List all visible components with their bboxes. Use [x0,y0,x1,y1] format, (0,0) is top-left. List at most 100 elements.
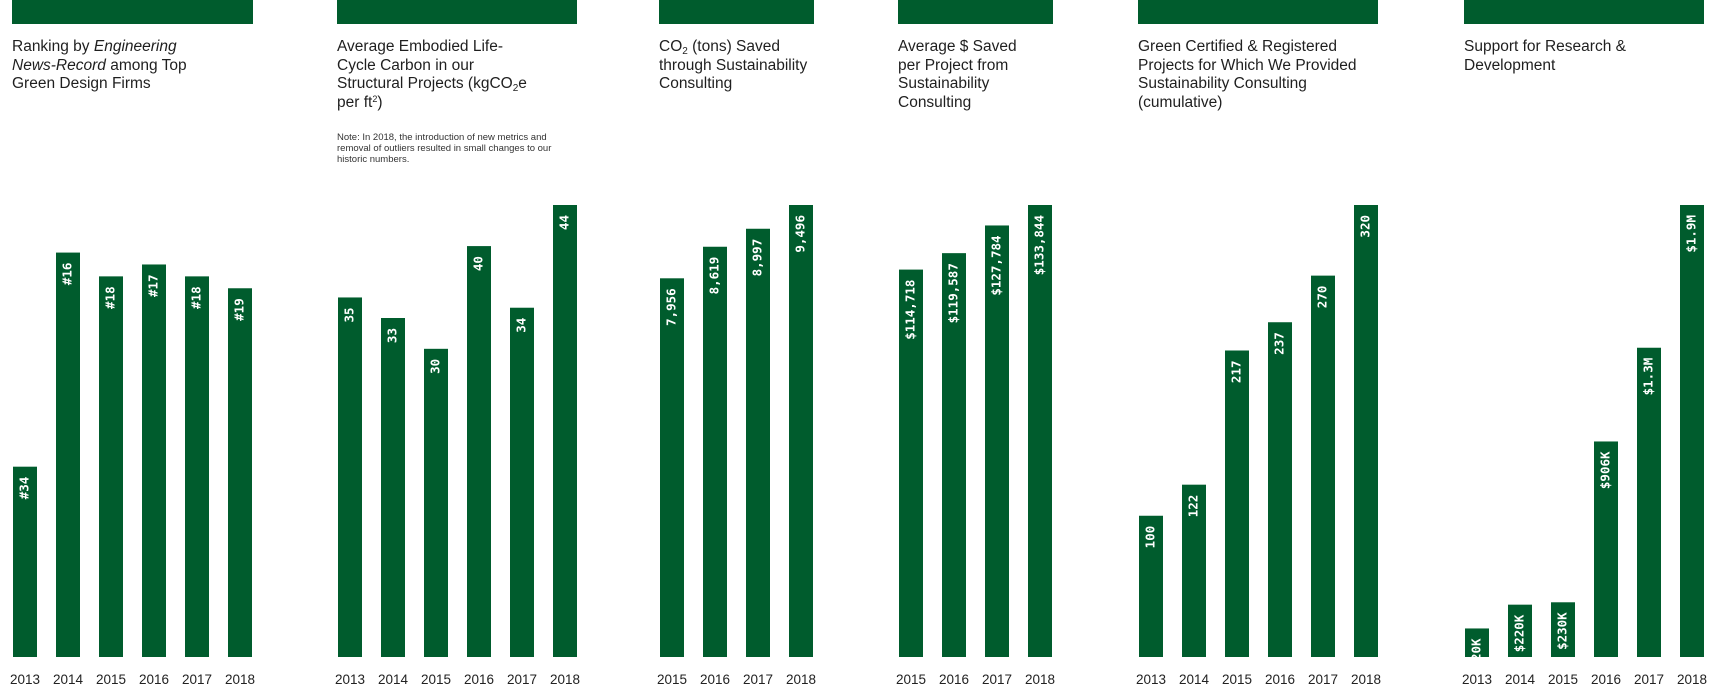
x-tick-label: 2016 [939,672,969,687]
bar-data-label: $133,844 [1032,215,1047,275]
title-part: Ranking by [12,38,94,55]
bar [660,278,684,657]
title-part: e per ft [337,75,527,111]
x-tick-label: 2014 [1179,672,1210,687]
title-subscript: 2 [512,83,519,94]
bar [1225,350,1249,657]
bar [381,318,405,657]
title-part-italic: Engineering News-Record [12,38,177,74]
panel-header-band [1464,0,1704,24]
chart-panel-research-development: Support for Research & Development $120K… [1462,0,1709,700]
chart-panel-dollars-saved: Average $ Saved per Project from Sustain… [896,0,1058,700]
bar-data-label: 33 [385,328,400,343]
bar [424,348,448,657]
bar-data-label: 9,496 [793,215,808,253]
bar [1311,275,1335,657]
bar-data-label: #18 [103,286,118,309]
panel-header-band [898,0,1053,24]
chart-title: Support for Research & Development [1464,38,1634,75]
x-tick-label: 2018 [1351,672,1381,687]
bar-data-label: $120K [1469,638,1484,676]
bar [1551,602,1575,657]
chart-panel-co2-saved: CO2 (tons) Saved through Sustainability … [657,0,819,700]
x-tick-label: 2017 [507,672,537,687]
bar [1139,515,1163,657]
bar-data-label: $1.3M [1641,358,1656,396]
x-tick-label: 2018 [550,672,580,687]
chart-title: Green Certified & Registered Projects fo… [1138,38,1378,112]
x-tick-label: 2016 [1265,672,1295,687]
bar-data-label: 40 [471,256,486,271]
bar-chart: 7,956 2015 8,619 2016 8,997 2017 9,496 2018 [657,205,816,687]
bar-data-label: #17 [146,274,161,297]
x-tick-label: 2017 [982,672,1012,687]
bar-data-label: #19 [232,298,247,321]
bar [1637,347,1661,657]
bar-data-label: 30 [428,359,443,374]
x-tick-label: 2013 [335,672,365,687]
bar [467,246,491,657]
bar-data-label: 44 [557,215,572,230]
x-tick-label: 2017 [182,672,212,687]
panel-header-band [659,0,814,24]
bar [1465,628,1489,657]
x-tick-label: 2016 [464,672,494,687]
bar [1354,205,1378,657]
x-tick-label: 2016 [1591,672,1621,687]
x-tick-label: 2018 [225,672,255,687]
x-tick-label: 2016 [139,672,169,687]
bar [553,205,577,657]
title-part: ) [377,93,383,111]
bar [13,466,37,657]
chart-panel-enr-ranking: Ranking by Engineering News-Record among… [10,0,255,700]
bar-data-label: 320 [1358,215,1373,238]
bar-chart: 35 2013 33 2014 30 2015 40 2016 34 2017 44 2018 [335,205,580,687]
bar-data-label: $127,784 [989,235,1004,295]
bar [338,297,362,657]
x-tick-label: 2014 [1505,672,1536,687]
x-tick-label: 2013 [10,672,40,687]
bar [56,252,80,657]
bar-data-label: 217 [1229,360,1244,383]
x-tick-label: 2014 [53,672,84,687]
bar-data-label: 270 [1315,286,1330,309]
title-subscript: 2 [682,46,688,57]
panel-header-band [12,0,253,24]
chart-panel-embodied-carbon: Average Embodied Life-Cycle Carbon in ou… [335,0,580,700]
bar-data-label: 7,956 [664,288,679,326]
bar [703,246,727,657]
bar [942,253,966,657]
x-tick-label: 2015 [1222,672,1252,687]
title-superscript: 2 [372,93,378,104]
bar-chart: 100 2013 122 2014 217 2015 237 2016 270 2017 320 20… [1136,205,1381,687]
title-part: (tons) Saved through Sustainability Cons… [659,38,808,92]
bar-chart: $114,718 2015 $119,587 2016 $127,784 2017 $133… [896,205,1055,687]
x-tick-label: 2014 [378,672,409,687]
bar [1680,205,1704,657]
bar-data-label: 34 [514,318,529,333]
bar [142,264,166,657]
chart-panel-green-projects: Green Certified & Registered Projects fo… [1136,0,1381,700]
bar [1182,484,1206,657]
bar [510,307,534,657]
x-tick-label: 2015 [896,672,926,687]
title-part: Average $ Saved per Project from Sustain… [898,38,1017,111]
x-tick-label: 2013 [1136,672,1166,687]
bar [746,228,770,657]
bar [985,225,1009,657]
bar-data-label: $114,718 [903,280,918,340]
x-tick-label: 2017 [1308,672,1338,687]
chart-note: Note: In 2018, the introduction of new m… [337,132,552,165]
bar-data-label: $1.9M [1684,215,1699,253]
x-tick-label: 2017 [1634,672,1664,687]
bar-data-label: $119,587 [946,263,961,323]
x-tick-label: 2015 [1548,672,1578,687]
title-part: Green Certified & Registered Projects fo… [1138,38,1357,111]
chart-title: Average Embodied Life-Cycle Carbon in ou… [337,38,537,112]
bar [99,276,123,657]
bar-data-label: 35 [342,307,357,322]
bar-data-label: #18 [189,286,204,309]
bar-data-label: 100 [1143,526,1158,549]
bar [1268,322,1292,657]
x-tick-label: 2016 [700,672,730,687]
